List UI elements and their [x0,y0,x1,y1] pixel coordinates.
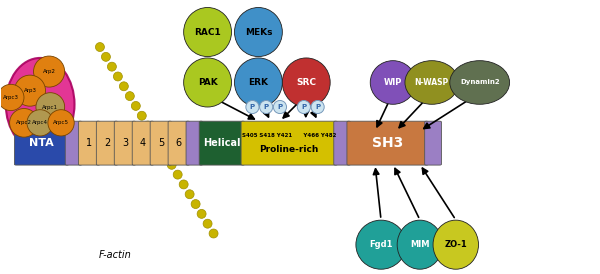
Text: RAC1: RAC1 [194,28,221,36]
Ellipse shape [36,93,65,121]
FancyBboxPatch shape [199,121,245,165]
Ellipse shape [27,110,53,136]
Ellipse shape [197,209,206,218]
Text: NTA: NTA [29,138,54,148]
FancyBboxPatch shape [65,121,82,165]
Ellipse shape [161,150,170,159]
Ellipse shape [143,121,152,130]
Ellipse shape [191,199,200,209]
FancyBboxPatch shape [79,121,100,165]
FancyBboxPatch shape [132,121,154,165]
FancyBboxPatch shape [97,121,118,165]
Text: SH3: SH3 [372,136,403,150]
Ellipse shape [0,84,24,111]
Ellipse shape [149,131,158,140]
Text: Arp3: Arp3 [23,88,37,93]
Text: P: P [301,104,307,110]
Text: 1: 1 [86,138,92,148]
FancyBboxPatch shape [14,121,69,165]
Ellipse shape [397,220,443,269]
FancyBboxPatch shape [150,121,172,165]
Text: 3: 3 [122,138,128,148]
Text: Arpc4: Arpc4 [32,120,48,125]
Ellipse shape [125,92,134,101]
Ellipse shape [185,190,194,199]
Text: Arpc5: Arpc5 [53,120,69,125]
Text: 6: 6 [176,138,182,148]
Ellipse shape [101,52,110,61]
Ellipse shape [274,101,287,113]
Text: 4: 4 [140,138,146,148]
Text: S405 S418 Y421      Y466 Y482: S405 S418 Y421 Y466 Y482 [242,133,337,138]
Ellipse shape [370,61,416,104]
Text: ZO-1: ZO-1 [445,240,467,249]
Text: Proline-rich: Proline-rich [260,145,319,154]
Text: MEKs: MEKs [245,28,272,36]
Text: P: P [263,104,269,110]
Ellipse shape [6,58,74,151]
Ellipse shape [283,58,330,107]
FancyBboxPatch shape [334,121,350,165]
Ellipse shape [433,220,478,269]
Text: Fgd1: Fgd1 [369,240,393,249]
Ellipse shape [246,101,259,113]
Ellipse shape [173,170,182,179]
Text: MIM: MIM [410,240,430,249]
Text: 5: 5 [158,138,164,148]
Ellipse shape [137,111,146,120]
Ellipse shape [95,42,104,52]
FancyBboxPatch shape [347,121,428,165]
FancyBboxPatch shape [168,121,190,165]
Ellipse shape [184,58,232,107]
Text: Arp2: Arp2 [43,69,56,74]
Text: WIP: WIP [384,78,402,87]
Ellipse shape [260,101,273,113]
Text: P: P [277,104,283,110]
Text: Arpc1: Arpc1 [42,104,58,110]
Text: PAK: PAK [198,78,217,87]
Text: N-WASP: N-WASP [415,78,449,87]
Ellipse shape [34,56,65,87]
Ellipse shape [184,7,232,56]
Ellipse shape [14,75,46,106]
Text: P: P [315,104,320,110]
Ellipse shape [48,110,74,136]
Text: Helical: Helical [203,138,241,148]
Ellipse shape [297,101,310,113]
FancyBboxPatch shape [241,121,337,165]
FancyBboxPatch shape [425,121,442,165]
Text: Arpc2: Arpc2 [16,120,32,125]
Ellipse shape [167,160,176,169]
Text: ERK: ERK [248,78,268,87]
Ellipse shape [107,62,116,71]
Ellipse shape [235,58,283,107]
FancyBboxPatch shape [114,121,136,165]
Ellipse shape [405,61,459,104]
Ellipse shape [10,109,38,137]
Ellipse shape [235,7,283,56]
Text: 2: 2 [104,138,110,148]
Ellipse shape [203,219,212,228]
Ellipse shape [119,82,128,91]
Ellipse shape [113,72,122,81]
Text: F-actin: F-actin [98,250,131,260]
Ellipse shape [209,229,218,238]
Text: P: P [250,104,255,110]
Ellipse shape [356,220,406,269]
Text: Dynamin2: Dynamin2 [460,79,500,85]
Ellipse shape [131,101,140,110]
Text: Arpc3: Arpc3 [3,95,19,100]
Text: SRC: SRC [296,78,316,87]
FancyBboxPatch shape [186,121,203,165]
Ellipse shape [311,101,324,113]
Ellipse shape [155,141,164,150]
Ellipse shape [450,61,509,104]
Ellipse shape [179,180,188,189]
